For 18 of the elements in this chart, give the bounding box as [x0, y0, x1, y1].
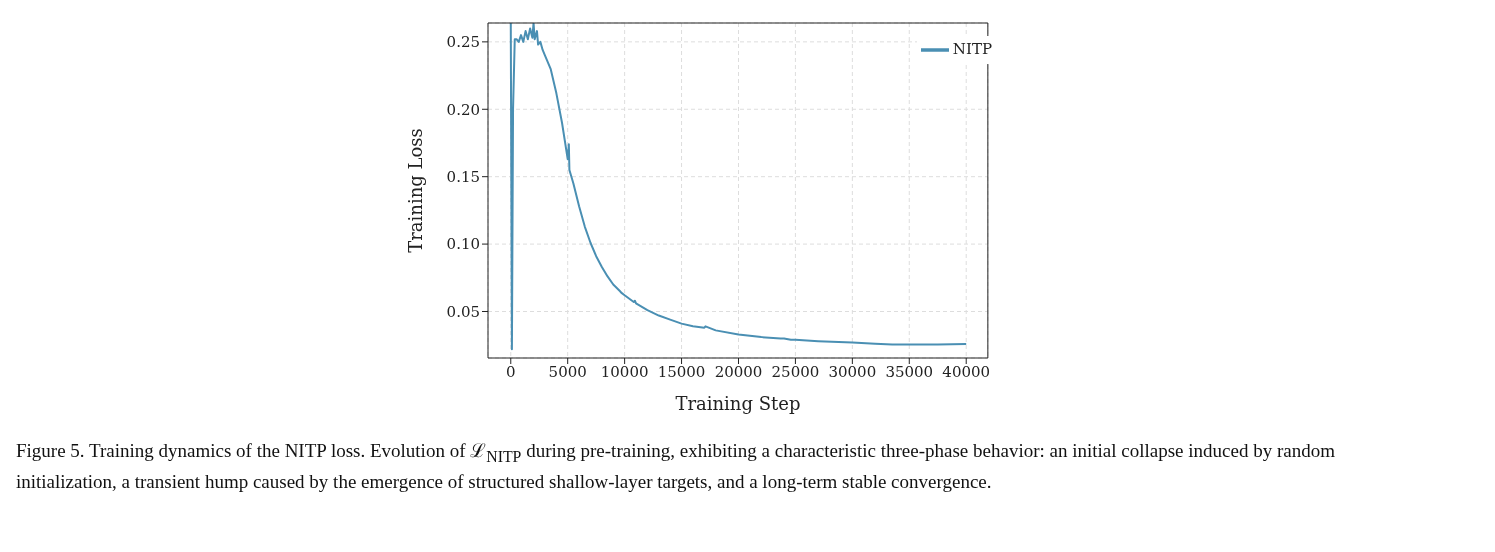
y-tick-label: 0.25	[446, 33, 480, 52]
y-tick-label: 0.10	[446, 235, 480, 254]
x-tick-label: 0	[506, 362, 516, 381]
x-tick-label: 15000	[657, 362, 706, 381]
caption: Figure 5. Training dynamics of the NITP loss. Evolution of ℒ$_{NITP}$ during pre-training, exhibiting a characteristic three-phase behavior: an initial collapse induced by random initialization, a transient hump caused by the emergence of structured shallow-layer targets, and a long-term stable convergence.	[16, 439, 1336, 494]
x-tick-label: 30000	[828, 362, 877, 381]
x-axis-title: Training Step	[675, 393, 801, 414]
x-tick-label: 5000	[548, 362, 587, 381]
legend-label: NITP	[952, 40, 992, 58]
y-tick-label: 0.20	[446, 100, 480, 119]
x-tick-label: 25000	[771, 362, 820, 381]
x-tick-label: 10000	[600, 362, 649, 381]
y-tick-label: 0.05	[446, 302, 480, 321]
y-tick-label: 0.15	[446, 168, 480, 187]
y-axis-title: Training Loss	[405, 128, 427, 253]
x-tick-label: 40000	[942, 362, 991, 381]
x-tick-label: 35000	[885, 362, 934, 381]
x-tick-label: 20000	[714, 362, 763, 381]
